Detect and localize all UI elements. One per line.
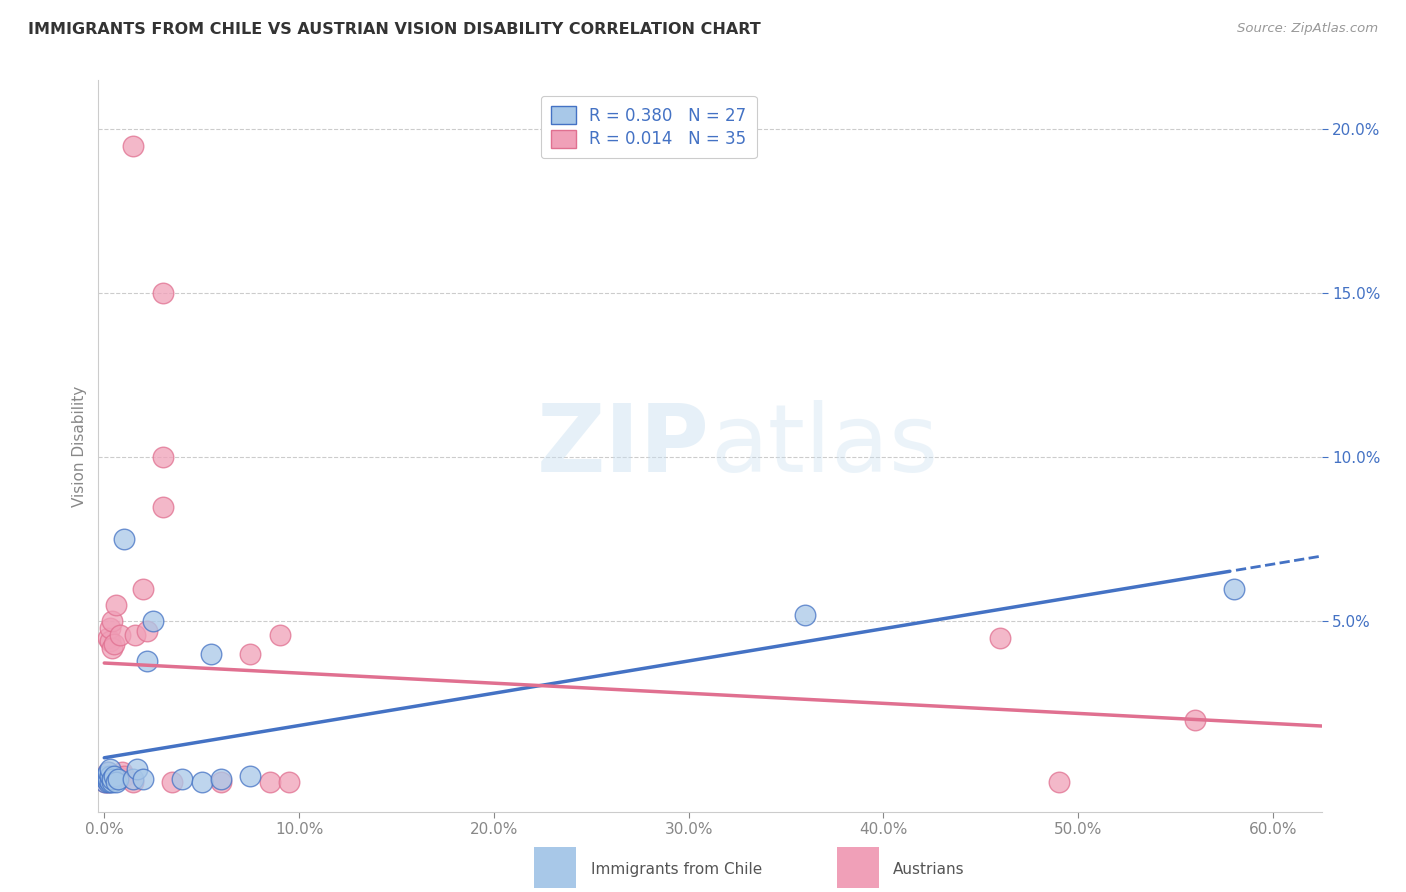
FancyBboxPatch shape: [523, 838, 588, 892]
Point: [278, 775, 301, 789]
Point: [1184, 713, 1206, 727]
Point: [103, 769, 125, 783]
Point: [98, 762, 121, 776]
Point: [794, 607, 817, 622]
Point: [98, 775, 121, 789]
Point: [152, 450, 174, 465]
Point: [97, 772, 120, 786]
Point: [112, 533, 135, 547]
Point: [1047, 775, 1070, 789]
Point: [97, 775, 120, 789]
Text: atlas: atlas: [710, 400, 938, 492]
Point: [162, 775, 184, 789]
Point: [107, 772, 129, 786]
Point: [988, 631, 1011, 645]
Point: [97, 765, 120, 780]
Text: IMMIGRANTS FROM CHILE VS AUSTRIAN VISION DISABILITY CORRELATION CHART: IMMIGRANTS FROM CHILE VS AUSTRIAN VISION…: [28, 22, 761, 37]
Legend: R = 0.380   N = 27, R = 0.014   N = 35: R = 0.380 N = 27, R = 0.014 N = 35: [541, 96, 756, 158]
Point: [1223, 582, 1246, 596]
Point: [98, 772, 121, 786]
Point: [239, 769, 262, 783]
Point: [96, 769, 118, 783]
Point: [200, 647, 222, 661]
Point: [127, 762, 149, 776]
Point: [101, 640, 124, 655]
Point: [142, 615, 165, 629]
Point: [94, 775, 117, 789]
Y-axis label: Vision Disability: Vision Disability: [72, 385, 87, 507]
Point: [122, 772, 145, 786]
Point: [152, 500, 174, 514]
Point: [172, 772, 194, 786]
Point: [98, 634, 121, 648]
Text: Source: ZipAtlas.com: Source: ZipAtlas.com: [1237, 22, 1378, 36]
Point: [132, 772, 155, 786]
Point: [96, 772, 118, 786]
Point: [96, 772, 118, 786]
Point: [122, 139, 145, 153]
Point: [96, 769, 118, 783]
Point: [101, 775, 124, 789]
Point: [107, 769, 129, 783]
Point: [98, 621, 121, 635]
Point: [103, 769, 125, 783]
Point: [190, 775, 212, 789]
Point: [103, 637, 125, 651]
Point: [239, 647, 262, 661]
Point: [97, 765, 120, 780]
Point: [132, 582, 155, 596]
Point: [269, 627, 291, 641]
Point: [136, 654, 159, 668]
Text: Immigrants from Chile: Immigrants from Chile: [591, 863, 762, 877]
FancyBboxPatch shape: [825, 838, 890, 892]
Point: [152, 286, 174, 301]
Point: [101, 615, 124, 629]
Point: [101, 772, 124, 786]
Point: [259, 775, 281, 789]
Point: [209, 775, 232, 789]
Point: [98, 769, 121, 783]
Point: [97, 631, 120, 645]
Text: Austrians: Austrians: [893, 863, 965, 877]
Point: [209, 772, 232, 786]
Point: [124, 627, 146, 641]
Point: [108, 627, 131, 641]
Point: [104, 775, 127, 789]
Point: [104, 598, 127, 612]
Point: [94, 775, 117, 789]
Point: [97, 775, 120, 789]
Point: [112, 769, 135, 783]
Point: [136, 624, 159, 639]
Point: [122, 775, 145, 789]
Text: ZIP: ZIP: [537, 400, 710, 492]
Point: [111, 765, 134, 780]
